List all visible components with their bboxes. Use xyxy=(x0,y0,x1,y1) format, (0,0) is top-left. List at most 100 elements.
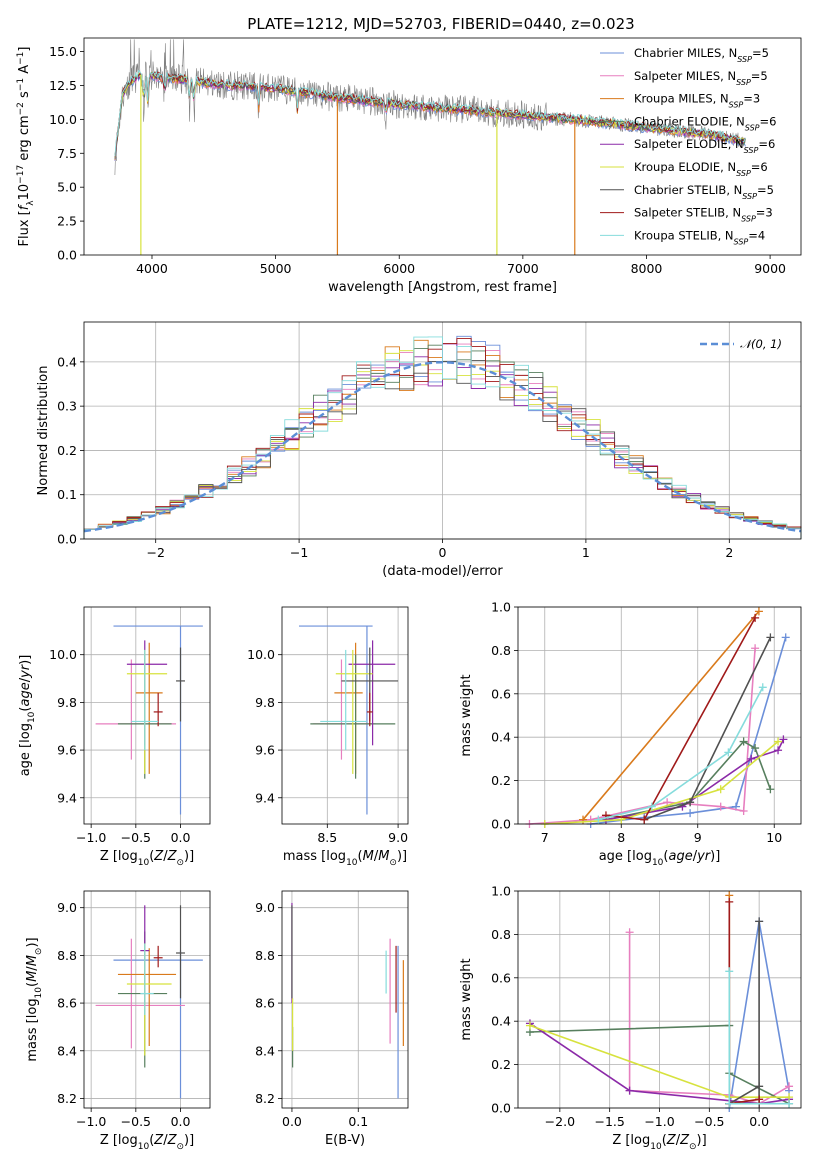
y-tick-label: 10.0 xyxy=(49,112,77,127)
y-tick-label: 9.4 xyxy=(57,790,77,805)
y-tick-label: 9.4 xyxy=(255,790,275,805)
y-tick-label: 0.6 xyxy=(491,686,511,701)
mass-weight-marker xyxy=(755,1095,764,1104)
age-vs-mass-panel: 8.5 9.0 9.4 9.6 9.8 10.0 mass [log10(M/M⊙)] xyxy=(247,606,409,868)
x-tick-label: 8 xyxy=(617,830,625,845)
mass-weight-marker xyxy=(739,806,748,815)
y-tick-label: 2.5 xyxy=(57,214,77,229)
mass-weight-marker xyxy=(755,1082,764,1091)
legend-entry: Salpeter ELODIE, NSSP=6 xyxy=(634,137,775,155)
mass-weight-line xyxy=(605,617,756,821)
legend-entry: Salpeter MILES, NSSP=5 xyxy=(634,69,768,87)
y-tick-label: 9.8 xyxy=(57,695,77,710)
x-axis-label: E(B-V) xyxy=(325,1133,365,1148)
x-tick-label: −1.0 xyxy=(76,830,106,845)
x-tick-label: 0.0 xyxy=(749,1114,769,1129)
x-axis-label: wavelength [Angstrom, rest frame] xyxy=(328,280,557,295)
y-tick-label: 0.2 xyxy=(57,443,77,458)
axes-frame xyxy=(83,606,211,825)
mass-weight-marker xyxy=(625,928,634,937)
spectrum-panel: 4000 5000 6000 7000 8000 9000 0.0 2.5 5.0 7.5 10.0… xyxy=(16,37,802,295)
mass-weight-line xyxy=(598,686,764,821)
mass-weight-marker xyxy=(716,785,725,794)
x-tick-label: 9000 xyxy=(754,261,786,276)
mass-weight-marker xyxy=(758,683,767,692)
residual-histogram-step xyxy=(83,336,802,539)
y-axis-label: mass [log10(M/M⊙)] xyxy=(25,937,44,1061)
y-tick-label: 0.2 xyxy=(491,773,511,788)
x-tick-label: 9.0 xyxy=(388,830,408,845)
mass-weight-marker xyxy=(774,737,783,746)
x-tick-label: −0.5 xyxy=(121,1114,151,1129)
axes-frame xyxy=(517,890,802,1109)
figure-title: PLATE=1212, MJD=52703, FIBERID=0440, z=0… xyxy=(247,15,634,33)
model-spectrum-line xyxy=(114,69,746,157)
legend-entry: Chabrier MILES, NSSP=5 xyxy=(634,46,769,64)
mass-weight-marker xyxy=(754,607,763,616)
x-tick-label: 8.5 xyxy=(317,830,337,845)
y-tick-label: 8.6 xyxy=(57,996,77,1011)
weight-vs-age-panel: 7 8 9 10 0.0 0.2 0.4 0.6 0.8 1.0 age [log10(age/yr… xyxy=(459,600,802,868)
axes-frame xyxy=(281,890,409,1109)
y-tick-label: 8.2 xyxy=(255,1091,275,1106)
x-tick-label: 0.0 xyxy=(171,1114,191,1129)
mass-weight-marker xyxy=(725,1099,734,1108)
x-axis-label: mass [log10(M/M⊙)] xyxy=(283,849,407,868)
mass-weight-marker xyxy=(751,613,760,622)
y-tick-label: 1.0 xyxy=(491,884,511,899)
y-tick-label: 0.0 xyxy=(491,1101,511,1116)
x-tick-label: 0.0 xyxy=(171,830,191,845)
y-axis-label: Flux [fλ10−17 erg cm−2 s−1 A−1] xyxy=(16,47,36,247)
mass-weight-marker xyxy=(755,917,764,926)
y-tick-label: 1.0 xyxy=(491,600,511,615)
x-tick-label: 0 xyxy=(439,545,447,560)
mass-weight-marker xyxy=(725,967,734,976)
mass-weight-marker xyxy=(747,754,756,763)
y-tick-label: 8.8 xyxy=(255,948,275,963)
y-tick-label: 0.4 xyxy=(491,1014,511,1029)
y-tick-label: 8.6 xyxy=(255,996,275,1011)
y-axis-label: mass weight xyxy=(459,674,474,756)
mass-weight-line xyxy=(529,1022,790,1105)
x-tick-label: 0.1 xyxy=(348,1114,368,1129)
x-tick-label: 9 xyxy=(694,830,702,845)
y-tick-label: 0.8 xyxy=(491,927,511,942)
y-tick-label: 9.6 xyxy=(255,743,275,758)
y-tick-label: 0.0 xyxy=(491,817,511,832)
x-tick-label: −0.5 xyxy=(121,830,151,845)
mass-weight-line xyxy=(544,740,779,825)
mass-weight-marker xyxy=(781,633,790,642)
mass-weight-marker xyxy=(724,748,733,757)
x-axis-label: (data-model)/error xyxy=(382,564,503,579)
mass-weight-marker xyxy=(785,1099,794,1108)
y-tick-label: 0.4 xyxy=(57,354,77,369)
x-axis-label: Z [log10(Z/Z⊙)] xyxy=(100,849,194,868)
legend-entry: Kroupa STELIB, NSSP=4 xyxy=(634,228,765,246)
x-tick-label: −1.5 xyxy=(594,1114,624,1129)
y-axis-label: Normed distribution xyxy=(36,366,51,496)
mass-weight-marker xyxy=(739,737,748,746)
x-tick-label: −1.0 xyxy=(644,1114,674,1129)
axes-frame xyxy=(83,37,802,256)
mass-weight-marker xyxy=(766,785,775,794)
y-tick-label: 0.3 xyxy=(57,399,77,414)
axes-frame xyxy=(83,321,802,540)
y-axis-label: age [log10(age/yr)] xyxy=(18,655,37,777)
y-tick-label: 7.5 xyxy=(57,146,77,161)
axes-frame xyxy=(517,606,802,825)
mass-weight-marker xyxy=(785,1082,794,1091)
normal-distribution-curve xyxy=(83,361,802,533)
x-tick-label: 1 xyxy=(582,545,590,560)
y-tick-label: 9.6 xyxy=(57,743,77,758)
legend-entry: Salpeter STELIB, NSSP=3 xyxy=(634,206,773,224)
y-tick-label: 0.2 xyxy=(491,1057,511,1072)
y-tick-label: 12.5 xyxy=(49,78,77,93)
mass-weight-marker xyxy=(716,802,725,811)
x-tick-label: −0.5 xyxy=(694,1114,724,1129)
y-tick-label: 15.0 xyxy=(49,44,77,59)
mass-weight-marker xyxy=(751,644,760,653)
x-axis-label: age [log10(age/yr)] xyxy=(599,849,721,868)
mass-weight-marker xyxy=(779,735,788,744)
y-tick-label: 0.6 xyxy=(491,970,511,985)
y-tick-label: 8.2 xyxy=(57,1091,77,1106)
